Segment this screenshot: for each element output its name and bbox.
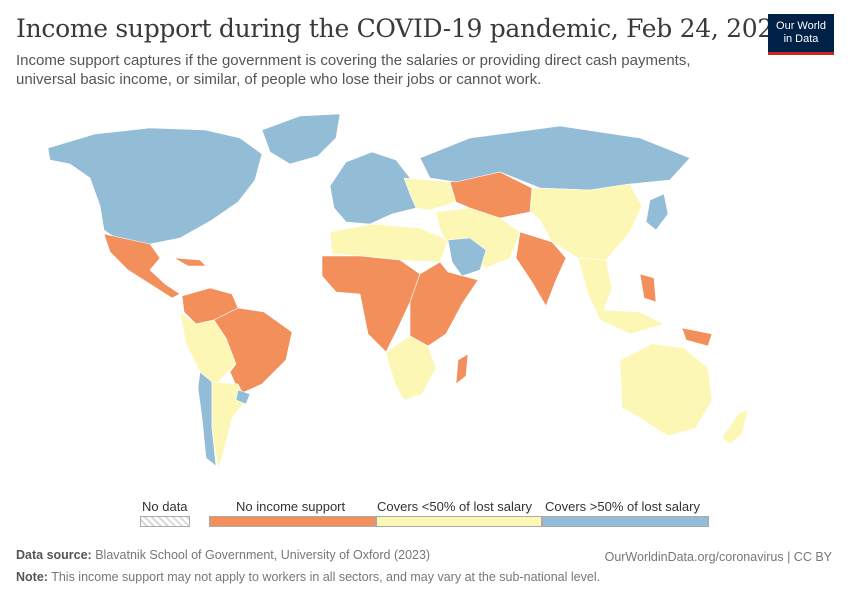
region-southern-africa[interactable] bbox=[385, 335, 437, 401]
region-russia[interactable] bbox=[419, 125, 691, 191]
owid-logo[interactable]: Our World in Data bbox=[768, 14, 834, 55]
note-text: This income support may not apply to wor… bbox=[51, 570, 601, 584]
region-madagascar[interactable] bbox=[455, 353, 469, 385]
world-map-svg bbox=[47, 113, 749, 471]
owid-link[interactable]: OurWorldinData.org/coronavirus | CC BY bbox=[604, 550, 832, 564]
legend-swatch-no-data[interactable] bbox=[140, 516, 190, 527]
region-uruguay[interactable] bbox=[235, 389, 251, 405]
legend-swatch-over50[interactable] bbox=[542, 516, 709, 527]
logo-line-1: Our World bbox=[776, 20, 826, 32]
data-source: Data source: Blavatnik School of Governm… bbox=[16, 548, 430, 562]
region-southeast-asia[interactable] bbox=[577, 257, 665, 335]
region-horn-east-africa[interactable] bbox=[409, 261, 479, 347]
legend-swatch-under50[interactable] bbox=[376, 516, 542, 527]
legend-label-no-data: No data bbox=[142, 499, 188, 514]
region-kazakhstan-central-asia[interactable] bbox=[449, 171, 533, 219]
world-map[interactable] bbox=[0, 98, 850, 490]
logo-line-2: in Data bbox=[783, 33, 819, 45]
legend-label-none: No income support bbox=[236, 499, 346, 514]
legend-swatch-none[interactable] bbox=[209, 516, 376, 527]
region-papua-new-guinea[interactable] bbox=[681, 327, 713, 347]
region-india[interactable] bbox=[515, 231, 567, 307]
legend-label-over50: Covers >50% of lost salary bbox=[545, 499, 700, 514]
region-mexico-central-america[interactable] bbox=[103, 233, 181, 299]
chart-subtitle: Income support captures if the governmen… bbox=[16, 52, 691, 88]
region-australia[interactable] bbox=[619, 343, 713, 437]
region-japan[interactable] bbox=[645, 193, 669, 231]
footnote: Note: This income support may not apply … bbox=[16, 570, 600, 584]
region-greenland[interactable] bbox=[261, 113, 341, 165]
region-caribbean[interactable] bbox=[173, 257, 207, 267]
data-source-text[interactable]: Blavatnik School of Government, Universi… bbox=[95, 548, 431, 562]
region-new-zealand[interactable] bbox=[721, 409, 749, 445]
region-europe[interactable] bbox=[329, 151, 421, 225]
region-west-central-africa[interactable] bbox=[321, 255, 421, 353]
chart-title: Income support during the COVID-19 pande… bbox=[16, 14, 789, 43]
legend-label-under50: Covers <50% of lost salary bbox=[377, 499, 532, 514]
note-label: Note: bbox=[16, 570, 48, 584]
data-source-label: Data source: bbox=[16, 548, 92, 562]
region-saudi-arabia[interactable] bbox=[447, 237, 487, 277]
region-canada-usa[interactable] bbox=[47, 127, 263, 245]
region-brazil[interactable] bbox=[213, 307, 293, 395]
region-philippines[interactable] bbox=[639, 273, 657, 303]
region-argentina[interactable] bbox=[211, 381, 247, 471]
